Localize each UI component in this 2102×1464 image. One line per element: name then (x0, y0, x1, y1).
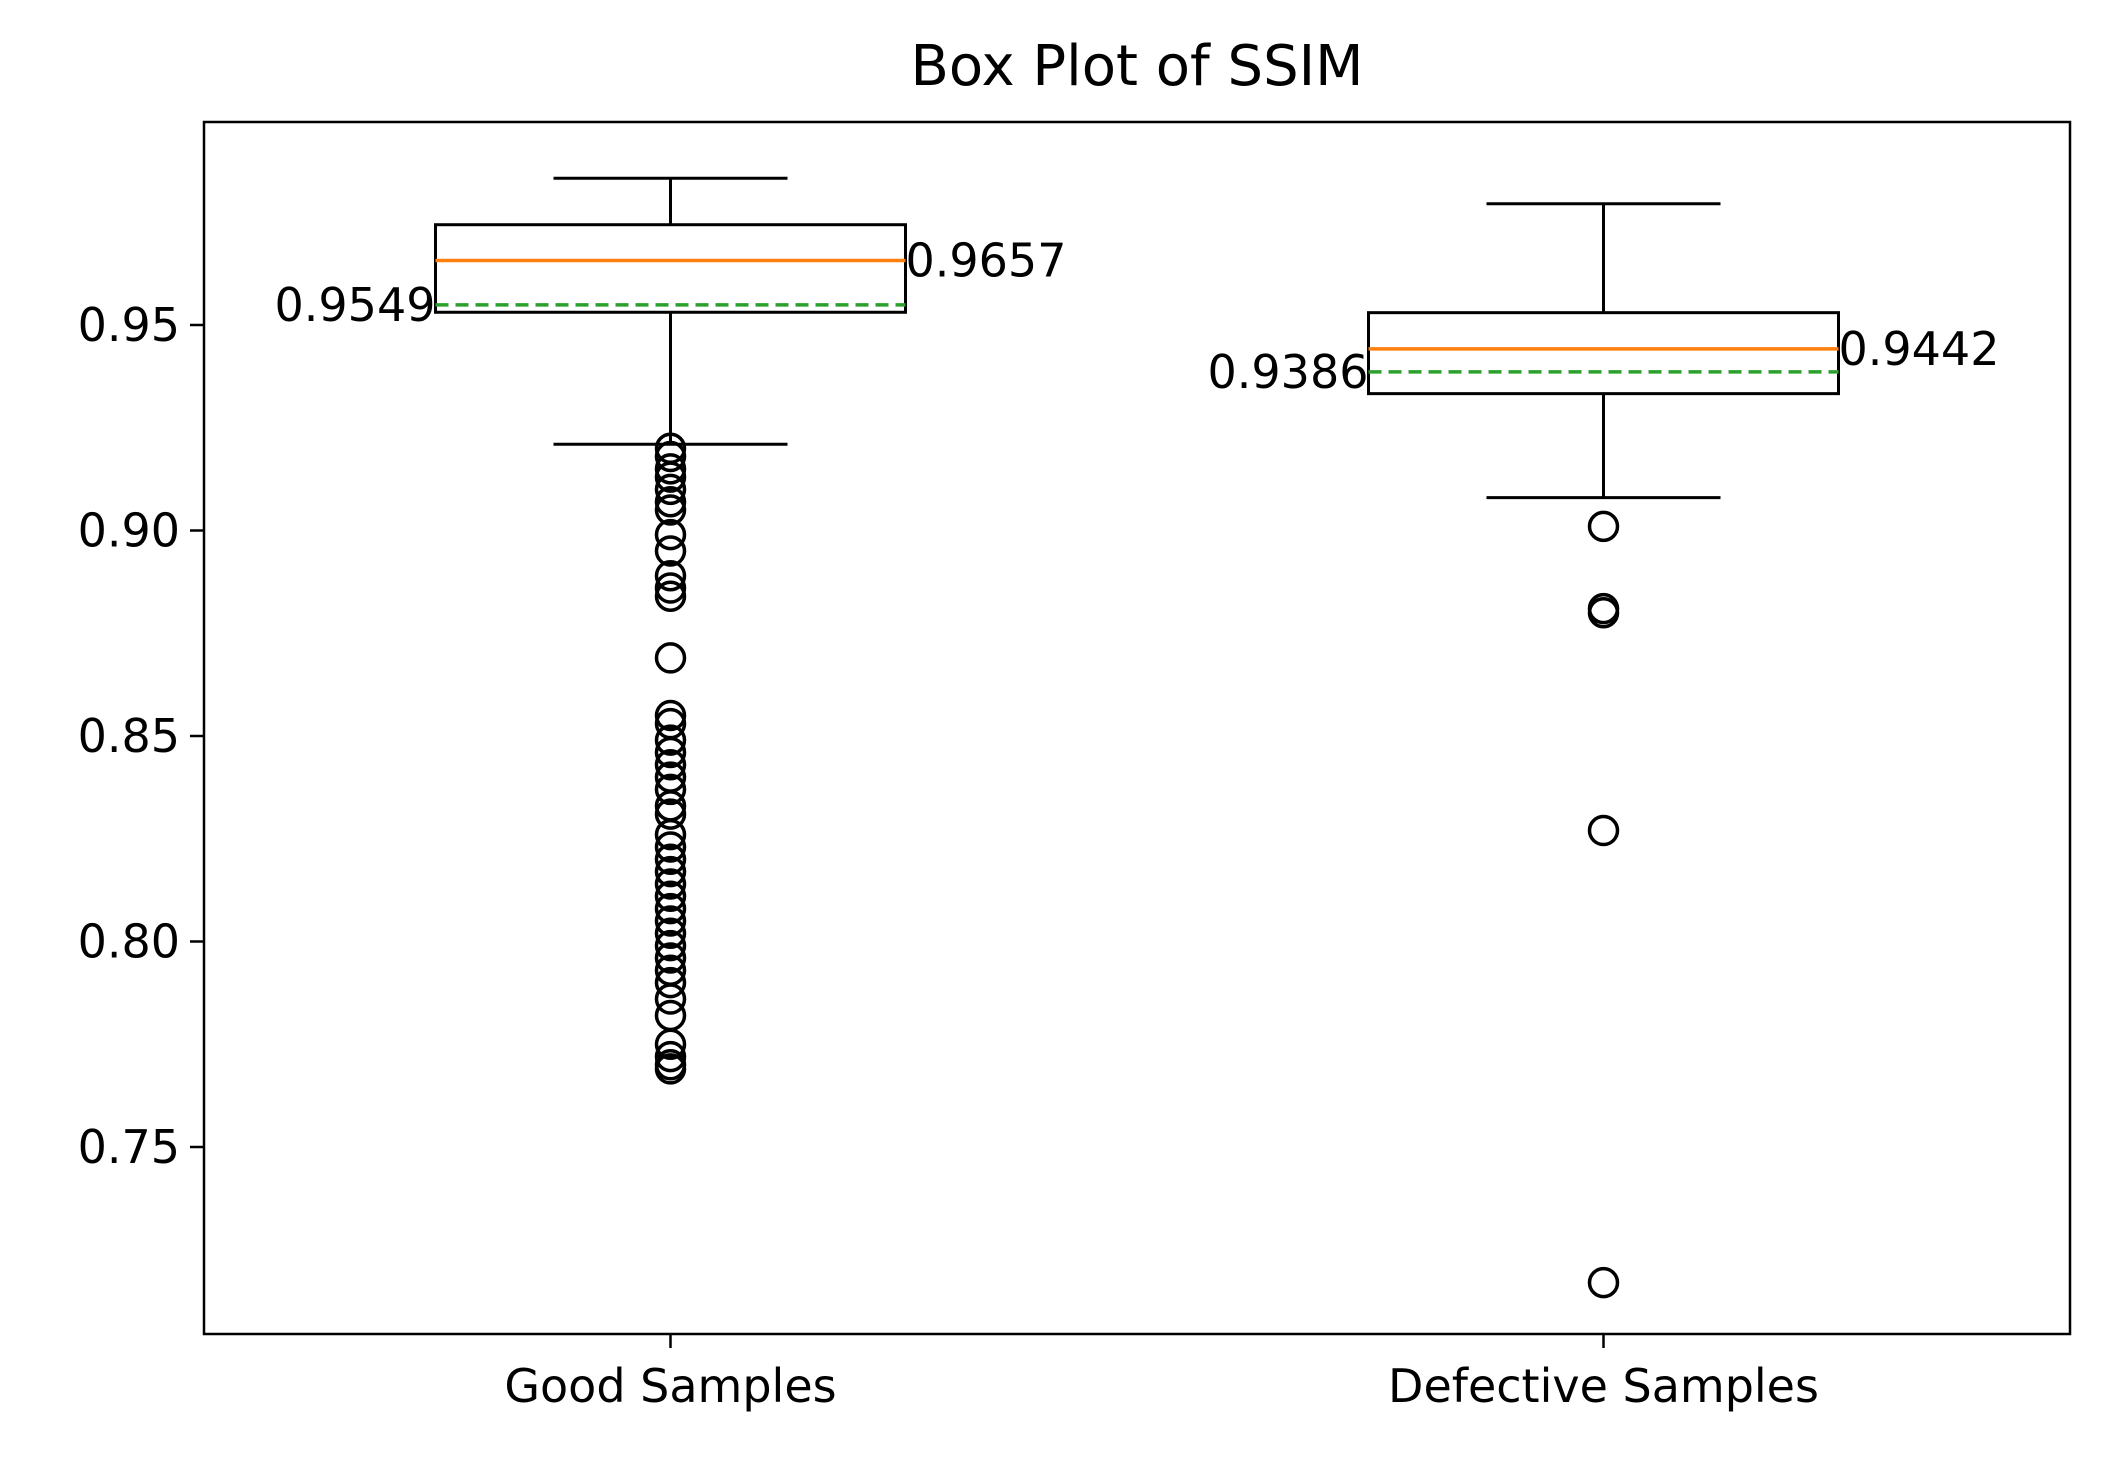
outlier-point (654, 855, 687, 888)
outlier-point (654, 773, 687, 806)
y-tick-label: 0.80 (78, 915, 180, 969)
outlier-point (654, 473, 687, 506)
outlier-point (654, 880, 687, 913)
outlier-point (654, 749, 687, 781)
outlier-point (654, 843, 687, 876)
median-label: 0.9657 (906, 233, 1067, 287)
y-tick-label: 0.85 (78, 709, 180, 763)
median-label: 0.9442 (1839, 322, 2000, 376)
mean-label: 0.9549 (275, 278, 436, 332)
plot-frame (202, 120, 2072, 1336)
outlier-point (654, 818, 687, 851)
outlier-point (654, 905, 687, 937)
chart-title: Box Plot of SSIM (911, 34, 1364, 99)
plot-area: 0.75 0.80 0.85 0.90 0.95 Good Samples Defectiv… (78, 176, 2000, 1413)
mean-label: 0.9386 (1208, 345, 1369, 399)
x-tick-label: Good Samples (504, 1359, 836, 1413)
outlier-point (1587, 814, 1620, 847)
outlier-point (654, 453, 687, 485)
outlier-point (1587, 510, 1620, 543)
outlier-point (654, 699, 687, 732)
outlier-point (654, 1040, 687, 1073)
outlier-point (654, 580, 687, 613)
outlier-point (654, 868, 687, 900)
y-tick-label: 0.95 (78, 298, 180, 352)
outlier-point (654, 736, 687, 769)
iqr-box (434, 223, 907, 314)
outlier-point (654, 559, 687, 592)
outlier-point (654, 724, 687, 756)
outlier-point (654, 494, 687, 526)
outlier-point (654, 1053, 687, 1085)
outlier-point (1587, 596, 1620, 629)
outlier-point (654, 966, 687, 999)
y-tick-label: 0.75 (78, 1120, 180, 1174)
outlier-point (654, 892, 687, 925)
y-tick-label: 0.90 (78, 504, 180, 558)
outlier-point (654, 461, 687, 493)
outlier-point (654, 440, 687, 473)
outlier-point (654, 917, 687, 950)
outlier-point (654, 518, 687, 551)
outlier-point (654, 535, 687, 567)
outlier-point (654, 929, 687, 962)
outlier-point (654, 642, 687, 674)
outlier-point (654, 1028, 687, 1060)
outlier-point (654, 485, 687, 518)
iqr-box (1367, 311, 1840, 396)
outlier-point (654, 798, 687, 830)
outlier-point (654, 572, 687, 604)
outlier-point (654, 942, 687, 974)
outlier-point (654, 831, 687, 863)
outlier-point (1587, 1266, 1620, 1299)
x-tick-label: Defective Samples (1388, 1359, 1819, 1413)
outlier-point (654, 983, 687, 1015)
